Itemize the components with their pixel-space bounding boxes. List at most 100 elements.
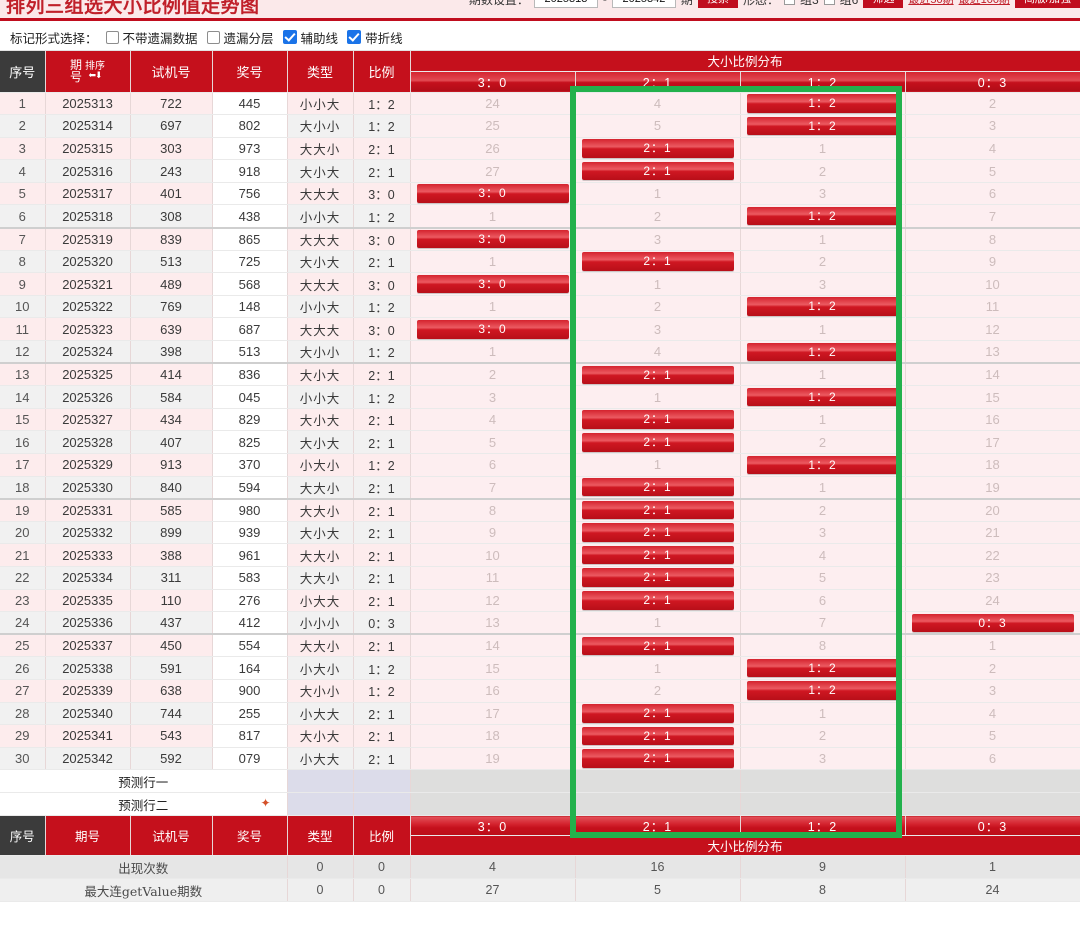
dist-cell-2-1[interactable]: 2：1: [575, 633, 741, 658]
dist-cell-1-2[interactable]: 1：2: [740, 453, 906, 477]
dist-cell-2-1[interactable]: 2：1: [575, 702, 741, 726]
dist-cell-3-0[interactable]: 9: [410, 521, 576, 545]
table-row[interactable]: 23 2025335 110 276 小大大 2：1 12 2：1 6 24: [0, 589, 1080, 613]
table-row[interactable]: 17 2025329 913 370 小大小 1：2 6 1 1：2 18: [0, 453, 1080, 477]
dist-cell-2-1[interactable]: 1: [575, 272, 741, 296]
prediction-row-1[interactable]: 预测行一: [0, 769, 1080, 794]
search-button[interactable]: 搜索: [697, 0, 738, 8]
dist-cell-2-1[interactable]: 2：1: [575, 747, 741, 771]
table-row[interactable]: 28 2025340 744 255 小大大 2：1 17 2：1 1 4: [0, 702, 1080, 726]
col-header-type[interactable]: 类型: [287, 51, 354, 93]
dist-cell-0-3[interactable]: 8: [905, 226, 1080, 251]
dist-col-header-2-1[interactable]: 2：1: [575, 71, 741, 93]
dist-cell-2-1[interactable]: 1: [575, 453, 741, 477]
dist-cell-3-0[interactable]: 3：0: [410, 272, 576, 296]
dist-cell-2-1[interactable]: 2：1: [575, 250, 741, 274]
dist-cell-2-1[interactable]: 2：1: [575, 566, 741, 590]
table-row[interactable]: 27 2025339 638 900 大小小 1：2 16 2 1：2 3: [0, 679, 1080, 703]
dist-cell-0-3[interactable]: 2: [905, 92, 1080, 116]
dist-col-header-1-2[interactable]: 1：2: [740, 71, 906, 93]
option-guide-line[interactable]: 辅助线: [282, 28, 338, 47]
dist-cell-1-2[interactable]: 1: [740, 702, 906, 726]
dist-cell-2-1[interactable]: 1: [575, 182, 741, 206]
dist-cell-0-3[interactable]: 2: [905, 656, 1080, 680]
table-row[interactable]: 16 2025328 407 825 大小大 2：1 5 2：1 2 17: [0, 430, 1080, 454]
table-row[interactable]: 24 2025336 437 412 小小小 0：3 13 1 7 0：3: [0, 611, 1080, 635]
table-row[interactable]: 9 2025321 489 568 大大大 3：0 3：0 1 3 10: [0, 272, 1080, 296]
dist-cell-3-0[interactable]: 25: [410, 114, 576, 138]
dist-cell-0-3[interactable]: 1: [905, 633, 1080, 658]
prediction-row-2-dist-1-2[interactable]: [740, 792, 906, 817]
dist-cell-3-0[interactable]: 3：0: [410, 226, 576, 251]
dist-cell-0-3[interactable]: 15: [905, 385, 1080, 409]
table-row[interactable]: 21 2025333 388 961 大大小 2：1 10 2：1 4 22: [0, 543, 1080, 567]
table-row[interactable]: 10 2025322 769 148 小小大 1：2 1 2 1：2 11: [0, 295, 1080, 319]
dist-cell-2-1[interactable]: 2：1: [575, 430, 741, 454]
dist-cell-0-3[interactable]: 13: [905, 340, 1080, 364]
dist-cell-2-1[interactable]: 3: [575, 317, 741, 342]
prediction-row-2-dist-0-3[interactable]: [905, 792, 1080, 817]
prediction-row-2-dist-2-1[interactable]: [575, 792, 741, 817]
prediction-row-1-ratio[interactable]: [353, 769, 411, 794]
prediction-row-1-dist-0-3[interactable]: [905, 769, 1080, 794]
table-row[interactable]: 3 2025315 303 973 大大小 2：1 26 2：1 1 4: [0, 137, 1080, 161]
dist-cell-3-0[interactable]: 3：0: [410, 182, 576, 206]
dist-cell-2-1[interactable]: 4: [575, 340, 741, 364]
dist-cell-0-3[interactable]: 3: [905, 114, 1080, 138]
dist-cell-3-0[interactable]: 5: [410, 430, 576, 454]
dist-cell-1-2[interactable]: 1：2: [740, 340, 906, 364]
dist-cell-1-2[interactable]: 2: [740, 159, 906, 183]
dist-cell-3-0[interactable]: 2: [410, 362, 576, 387]
period-to-input[interactable]: 2025342: [611, 0, 676, 8]
dist-cell-0-3[interactable]: 6: [905, 182, 1080, 206]
dist-cell-3-0[interactable]: 26: [410, 137, 576, 161]
dist-cell-2-1[interactable]: 5: [575, 114, 741, 138]
dist-col-header-0-3[interactable]: 0：3: [905, 71, 1080, 93]
checkbox-unchecked-icon[interactable]: [105, 30, 119, 44]
dist-cell-2-1[interactable]: 2：1: [575, 497, 741, 522]
dist-cell-3-0[interactable]: 12: [410, 589, 576, 613]
dist-cell-1-2[interactable]: 1：2: [740, 295, 906, 319]
dist-cell-3-0[interactable]: 18: [410, 724, 576, 748]
dist-cell-2-1[interactable]: 2：1: [575, 521, 741, 545]
table-row[interactable]: 8 2025320 513 725 大小大 2：1 1 2：1 2 9: [0, 250, 1080, 274]
dist-cell-1-2[interactable]: 4: [740, 543, 906, 567]
prediction-row-2[interactable]: 预测行二 ✦: [0, 792, 1080, 817]
dist-cell-0-3[interactable]: 5: [905, 724, 1080, 748]
dist-cell-0-3[interactable]: 21: [905, 521, 1080, 545]
table-row[interactable]: 5 2025317 401 756 大大大 3：0 3：0 1 3 6: [0, 182, 1080, 206]
checkbox-checked-icon[interactable]: [347, 30, 362, 44]
dist-cell-3-0[interactable]: 1: [410, 295, 576, 319]
table-row[interactable]: 1 2025313 722 445 小小大 1：2 24 4 1：2 2: [0, 92, 1080, 116]
dist-cell-3-0[interactable]: 6: [410, 453, 576, 477]
dist-cell-1-2[interactable]: 1：2: [740, 204, 906, 229]
dist-cell-1-2[interactable]: 1：2: [740, 114, 906, 138]
table-row[interactable]: 20 2025332 899 939 大小大 2：1 9 2：1 3 21: [0, 521, 1080, 545]
dist-cell-1-2[interactable]: 7: [740, 611, 906, 635]
table-row[interactable]: 22 2025334 311 583 大大小 2：1 11 2：1 5 23: [0, 566, 1080, 590]
period-from-input[interactable]: 2025313: [533, 0, 598, 8]
dist-cell-0-3[interactable]: 16: [905, 408, 1080, 432]
filter-button[interactable]: 筛选: [863, 0, 904, 8]
dist-cell-2-1[interactable]: 2：1: [575, 137, 741, 161]
prediction-row-2-type[interactable]: [287, 792, 354, 817]
sort-arrows-icon[interactable]: ⬅⬇: [88, 70, 102, 81]
dist-cell-3-0[interactable]: 8: [410, 497, 576, 522]
table-row[interactable]: 6 2025318 308 438 小小大 1：2 1 2 1：2 7: [0, 204, 1080, 229]
dist-cell-0-3[interactable]: 3: [905, 679, 1080, 703]
dist-cell-1-2[interactable]: 1：2: [740, 679, 906, 703]
dist-cell-3-0[interactable]: 1: [410, 250, 576, 274]
dist-cell-3-0[interactable]: 19: [410, 747, 576, 771]
dist-cell-3-0[interactable]: 10: [410, 543, 576, 567]
dist-cell-1-2[interactable]: 3: [740, 272, 906, 296]
dist-cell-3-0[interactable]: 7: [410, 476, 576, 500]
dist-cell-2-1[interactable]: 2：1: [575, 724, 741, 748]
prediction-row-1-dist-1-2[interactable]: [740, 769, 906, 794]
dist-cell-1-2[interactable]: 5: [740, 566, 906, 590]
dist-cell-3-0[interactable]: 1: [410, 204, 576, 229]
table-row[interactable]: 15 2025327 434 829 大小大 2：1 4 2：1 1 16: [0, 408, 1080, 432]
dist-cell-1-2[interactable]: 2: [740, 430, 906, 454]
table-row[interactable]: 18 2025330 840 594 大大小 2：1 7 2：1 1 19: [0, 476, 1080, 500]
dist-cell-0-3[interactable]: 9: [905, 250, 1080, 274]
checkbox-checked-icon[interactable]: [282, 30, 297, 44]
